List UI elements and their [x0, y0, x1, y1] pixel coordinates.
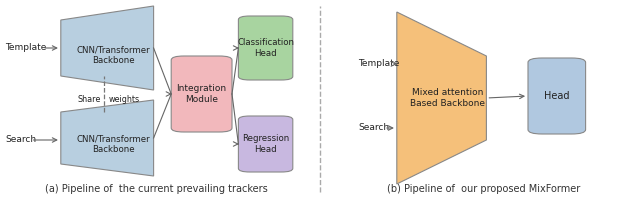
FancyBboxPatch shape: [239, 116, 293, 172]
Text: Template: Template: [358, 60, 400, 68]
Text: Integration
Module: Integration Module: [177, 84, 227, 104]
Text: (b) Pipeline of  our proposed MixFormer: (b) Pipeline of our proposed MixFormer: [387, 184, 580, 194]
Text: Search: Search: [5, 136, 36, 144]
Text: Classification
Head: Classification Head: [237, 38, 294, 58]
Text: Mixed attention
Based Backbone: Mixed attention Based Backbone: [410, 88, 486, 108]
Text: Head: Head: [544, 91, 570, 101]
Text: weights: weights: [108, 96, 140, 104]
Text: (a) Pipeline of  the current prevailing trackers: (a) Pipeline of the current prevailing t…: [45, 184, 268, 194]
Text: CNN/Transformer
Backbone: CNN/Transformer Backbone: [77, 134, 150, 154]
Text: Template: Template: [5, 44, 47, 52]
Text: Search: Search: [358, 123, 390, 132]
Polygon shape: [61, 100, 154, 176]
Text: Share: Share: [77, 96, 100, 104]
Text: CNN/Transformer
Backbone: CNN/Transformer Backbone: [77, 45, 150, 65]
Text: Regression
Head: Regression Head: [242, 134, 289, 154]
FancyBboxPatch shape: [172, 56, 232, 132]
FancyBboxPatch shape: [528, 58, 586, 134]
Polygon shape: [61, 6, 154, 90]
Polygon shape: [397, 12, 486, 184]
FancyBboxPatch shape: [239, 16, 293, 80]
